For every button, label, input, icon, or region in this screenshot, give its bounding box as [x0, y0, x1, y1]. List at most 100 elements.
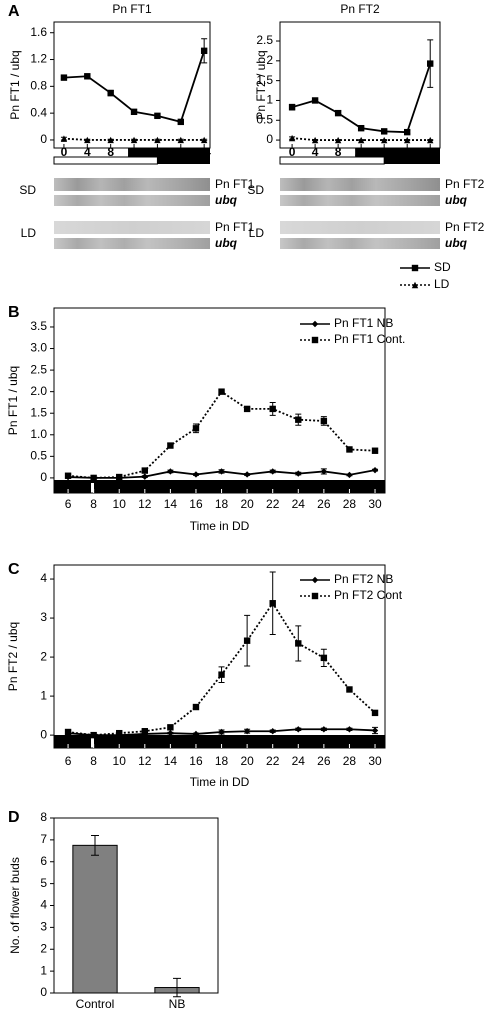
light-period — [279, 156, 385, 165]
night-break — [91, 738, 94, 748]
blot-band — [54, 178, 210, 191]
marker — [130, 136, 138, 144]
night-break — [91, 483, 94, 493]
y-tick-label: 0.5 — [256, 112, 273, 126]
error-bar — [91, 835, 99, 856]
series-line — [67, 390, 376, 479]
y-tick-label: 1.0 — [30, 427, 47, 441]
y-axis-label: Pn FT1 / ubq — [6, 366, 20, 435]
x-tick-label: 18 — [215, 497, 229, 511]
marker — [320, 417, 328, 425]
marker — [427, 136, 434, 144]
marker — [218, 468, 225, 475]
x-tick-label: 16 — [377, 145, 391, 159]
dark-period — [54, 735, 385, 748]
x-tick-label: 20 — [240, 754, 254, 768]
marker — [167, 468, 174, 475]
chart-title: Pn FT2 — [340, 2, 380, 16]
marker — [371, 466, 379, 474]
x-tick-label: 8 — [90, 754, 97, 768]
marker — [107, 89, 114, 97]
y-axis-label: No. of flower buds — [8, 857, 22, 954]
x-tick-label: 30 — [368, 497, 382, 511]
y-tick-label: 2.5 — [30, 362, 47, 376]
y-tick-label: 3.5 — [30, 319, 47, 333]
x-tick-label: 8 — [90, 497, 97, 511]
x-tick-label: 12 — [138, 754, 152, 768]
x-tick-label: 0 — [61, 145, 68, 159]
x-tick-label: 20 — [240, 497, 254, 511]
marker — [116, 473, 123, 481]
x-tick-label: 28 — [343, 754, 357, 768]
marker — [320, 726, 328, 733]
marker — [346, 446, 353, 453]
x-tick-label: 24 — [292, 497, 306, 511]
marker — [192, 703, 200, 711]
y-tick-label: 1 — [40, 688, 47, 702]
x-tick-label: 20 — [401, 145, 415, 159]
x-tick-label: 30 — [368, 754, 382, 768]
x-tick-label: 4 — [312, 145, 319, 159]
y-tick-label: 1 — [40, 963, 47, 977]
x-tick-label: 20 — [174, 145, 188, 159]
marker — [154, 112, 161, 120]
marker — [295, 640, 302, 647]
y-tick-label: 0.8 — [30, 79, 47, 93]
marker — [130, 108, 138, 116]
marker — [177, 136, 184, 144]
y-tick-label: 8 — [40, 810, 47, 824]
x-tick-label: 6 — [65, 754, 72, 768]
blot-band — [280, 178, 440, 191]
blot-band — [280, 238, 440, 249]
x-axis-label: Time in DD — [190, 775, 250, 789]
x-tick-label: 16 — [189, 497, 203, 511]
x-tick-label: 18 — [215, 754, 229, 768]
marker — [167, 442, 174, 449]
marker — [371, 709, 379, 717]
blot-ref-label: ubq — [445, 193, 468, 207]
x-tick-label: 12 — [354, 145, 368, 159]
marker — [243, 728, 251, 735]
y-tick-label: 0 — [266, 132, 273, 146]
marker — [116, 729, 123, 737]
marker — [311, 136, 319, 144]
x-tick-label: 16 — [189, 754, 203, 768]
blot-band — [54, 221, 210, 234]
marker — [60, 135, 68, 142]
blot-ref-label: ubq — [215, 236, 238, 250]
x-tick-label: 22 — [266, 497, 280, 511]
marker — [427, 60, 434, 67]
plot-frame — [53, 307, 386, 494]
x-tick-label: 8 — [335, 145, 342, 159]
marker — [192, 730, 200, 738]
marker — [90, 474, 97, 482]
x-axis-label: Time in DD — [190, 519, 250, 533]
blot-row-label: LD — [249, 226, 265, 240]
marker — [141, 473, 149, 480]
marker — [334, 109, 342, 117]
y-tick-label: 1.6 — [30, 25, 47, 39]
marker — [403, 136, 411, 144]
blot-gene-label: Pn FT1 — [215, 220, 255, 234]
marker — [218, 728, 225, 736]
y-tick-label: 0 — [40, 985, 47, 999]
blot-band — [280, 195, 440, 206]
marker — [243, 405, 251, 413]
marker — [243, 637, 251, 644]
x-tick-label: 24 — [292, 754, 306, 768]
marker — [218, 671, 225, 678]
x-tick-label: 16 — [151, 145, 165, 159]
y-tick-label: 4 — [40, 571, 47, 585]
marker — [295, 726, 302, 733]
y-tick-label: 5 — [40, 876, 47, 890]
marker — [357, 136, 365, 144]
dark-period — [128, 148, 210, 157]
marker — [346, 726, 353, 733]
x-tick-label: 22 — [266, 754, 280, 768]
x-tick-label: 14 — [164, 754, 178, 768]
error-bar — [173, 977, 181, 998]
legend-marker — [311, 336, 319, 344]
y-tick-label: 1.5 — [256, 73, 273, 87]
dark-period — [384, 157, 440, 164]
legend-marker — [311, 320, 319, 328]
